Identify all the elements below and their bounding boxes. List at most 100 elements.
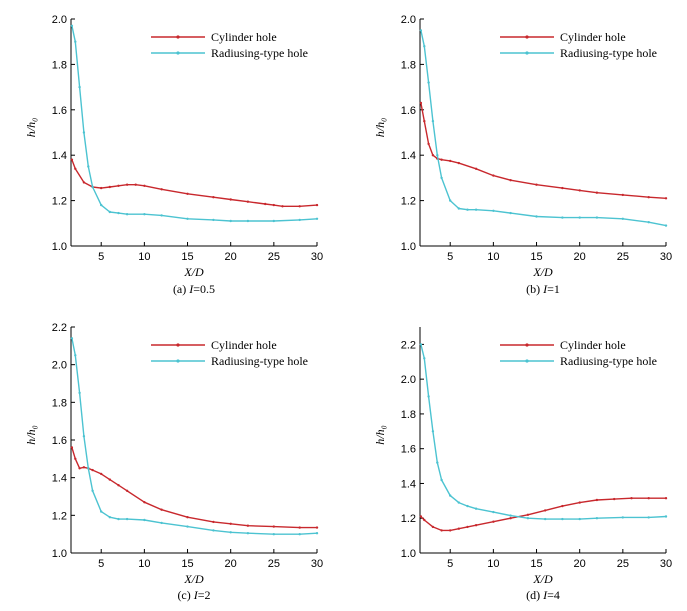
data-point-radiusing-type-hole	[87, 467, 90, 470]
caption-variable: I	[543, 588, 548, 602]
y-axis-label: h/h₀	[24, 425, 38, 445]
x-axis-label: X/D	[183, 265, 204, 279]
data-point-radiusing-type-hole	[229, 531, 232, 534]
data-point-cylinder-hole	[70, 158, 74, 161]
data-point-radiusing-type-hole	[91, 489, 94, 492]
y-axis-label: h/h₀	[373, 425, 387, 445]
chart-panel-0: 1.0 1.2 1.4 1.6 1.8 2.0 5 10 15 20 25 30 X/D h/h₀ Cyli…	[24, 14, 323, 279]
data-point-cylinder-hole	[621, 193, 624, 197]
data-point-cylinder-hole	[298, 526, 301, 529]
x-tick-label: 15	[530, 558, 542, 570]
data-point-radiusing-type-hole	[457, 207, 460, 210]
data-point-cylinder-hole	[108, 185, 112, 189]
data-point-cylinder-hole	[315, 526, 319, 529]
data-point-cylinder-hole	[229, 198, 232, 201]
x-tick-label: 10	[487, 558, 499, 570]
chart-panel-2: 1.0 1.2 1.4 1.6 1.8 2.0 2.2 5 10 15 20 25 30 X/D h/h₀ C…	[24, 322, 323, 586]
y-tick-label: 1.6	[52, 105, 67, 117]
data-point-cylinder-hole	[74, 457, 77, 460]
x-tick-label: 25	[268, 251, 280, 263]
data-point-cylinder-hole	[160, 508, 163, 511]
y-tick-label: 1.0	[401, 548, 416, 560]
data-point-cylinder-hole	[431, 154, 435, 157]
y-axis-label: h/h₀	[373, 118, 387, 138]
chart-panel-3: 1.0 1.2 1.4 1.6 1.8 2.0 2.2 5 10 15 20 25 30 X/D h/h₀ C…	[373, 327, 672, 586]
data-point-radiusing-type-hole	[246, 219, 250, 223]
data-point-cylinder-hole	[509, 517, 512, 520]
data-point-cylinder-hole	[526, 513, 530, 516]
data-point-cylinder-hole	[78, 467, 81, 470]
data-point-radiusing-type-hole	[457, 501, 460, 504]
data-point-radiusing-type-hole	[427, 81, 430, 84]
data-point-radiusing-type-hole	[100, 203, 103, 207]
data-point-radiusing-type-hole	[125, 213, 129, 216]
data-point-cylinder-hole	[457, 161, 460, 165]
legend-marker	[176, 359, 180, 363]
data-point-cylinder-hole	[466, 525, 469, 529]
data-point-radiusing-type-hole	[492, 209, 495, 212]
y-tick-label: 2.0	[401, 374, 416, 386]
data-point-cylinder-hole	[474, 524, 478, 527]
data-point-radiusing-type-hole	[117, 211, 120, 215]
data-point-cylinder-hole	[474, 167, 478, 170]
legend-marker	[525, 35, 529, 39]
data-point-radiusing-type-hole	[186, 217, 189, 220]
y-tick-label: 1.6	[401, 105, 416, 117]
data-point-cylinder-hole	[578, 189, 581, 192]
data-point-cylinder-hole	[117, 484, 120, 487]
legend-label-cylinder-hole: Cylinder hole	[560, 338, 626, 352]
y-tick-label: 1.8	[52, 397, 67, 409]
y-tick-label: 2.0	[52, 360, 67, 372]
legend-label-cylinder-hole: Cylinder hole	[211, 30, 277, 44]
data-point-cylinder-hole	[298, 205, 301, 208]
data-point-radiusing-type-hole	[160, 521, 163, 525]
y-tick-label: 1.0	[52, 548, 67, 560]
x-tick-label: 30	[311, 558, 323, 570]
data-point-cylinder-hole	[431, 525, 435, 529]
data-point-radiusing-type-hole	[561, 216, 564, 219]
data-point-cylinder-hole	[160, 188, 163, 191]
x-axis-label: X/D	[532, 265, 553, 279]
y-tick-label: 1.8	[52, 59, 67, 71]
data-point-radiusing-type-hole	[74, 40, 77, 43]
y-tick-label: 2.0	[401, 14, 416, 26]
data-point-cylinder-hole	[544, 509, 547, 512]
data-point-radiusing-type-hole	[298, 533, 301, 536]
data-point-radiusing-type-hole	[160, 214, 163, 217]
data-point-cylinder-hole	[419, 515, 423, 518]
data-point-cylinder-hole	[246, 200, 250, 203]
caption-prefix: (a)	[172, 282, 190, 296]
y-tick-label: 2.2	[52, 322, 67, 334]
legend-marker	[176, 35, 180, 39]
data-point-radiusing-type-hole	[526, 517, 530, 520]
data-point-cylinder-hole	[186, 516, 189, 519]
caption-variable: I	[543, 282, 548, 296]
data-point-radiusing-type-hole	[436, 154, 439, 157]
data-point-cylinder-hole	[315, 203, 319, 207]
data-point-radiusing-type-hole	[70, 24, 74, 27]
y-tick-label: 1.2	[401, 513, 416, 525]
data-point-radiusing-type-hole	[474, 507, 478, 510]
data-point-cylinder-hole	[457, 527, 460, 530]
data-point-radiusing-type-hole	[87, 165, 90, 168]
data-point-cylinder-hole	[143, 501, 146, 504]
x-tick-label: 10	[138, 558, 150, 570]
data-point-cylinder-hole	[91, 468, 94, 472]
chart-panel-1: 1.0 1.2 1.4 1.6 1.8 2.0 5 10 15 20 25 30 X/D h/h₀ Cyli…	[373, 14, 672, 279]
x-tick-label: 30	[660, 558, 672, 570]
caption-prefix: (c)	[177, 588, 194, 602]
data-point-cylinder-hole	[664, 497, 668, 500]
legend-label-radiusing-type-hole: Radiusing-type hole	[560, 354, 657, 368]
data-point-radiusing-type-hole	[431, 430, 435, 433]
data-point-cylinder-hole	[186, 192, 189, 195]
data-point-cylinder-hole	[212, 196, 215, 199]
x-tick-label: 25	[617, 251, 629, 263]
data-point-cylinder-hole	[82, 466, 86, 469]
y-tick-label: 1.2	[52, 510, 67, 522]
data-point-cylinder-hole	[440, 158, 443, 161]
panel-caption: (c) I=2	[154, 588, 234, 603]
series-line-cylinder-hole	[420, 497, 666, 532]
data-point-radiusing-type-hole	[78, 391, 81, 395]
caption-value: =1	[547, 282, 560, 296]
